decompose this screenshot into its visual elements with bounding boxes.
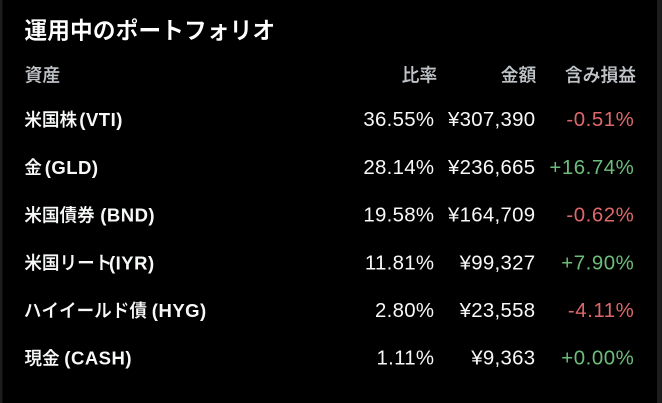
svg-text:+0.00%: +0.00%	[561, 348, 634, 370]
svg-text:-4.11%: -4.11%	[568, 300, 634, 322]
svg-text:(GLD): (GLD)	[45, 157, 99, 178]
svg-text:(BND): (BND)	[100, 205, 155, 226]
svg-text:2.80%: 2.80%	[375, 300, 434, 322]
svg-text:(HYG): (HYG)	[152, 300, 207, 321]
svg-text:36.55%: 36.55%	[363, 109, 434, 131]
svg-text:(CASH): (CASH)	[64, 348, 132, 369]
svg-text:-0.62%: -0.62%	[566, 205, 634, 227]
svg-text:19.58%: 19.58%	[363, 205, 434, 227]
svg-text:28.14%: 28.14%	[363, 157, 434, 179]
svg-text:(VTI): (VTI)	[79, 109, 123, 130]
svg-text:+16.74%: +16.74%	[549, 157, 634, 179]
svg-text:¥307,390: ¥307,390	[447, 109, 535, 131]
svg-text:¥236,665: ¥236,665	[447, 157, 535, 179]
svg-text:+7.90%: +7.90%	[561, 252, 634, 274]
svg-text:11.81%: 11.81%	[365, 252, 434, 274]
svg-text:-0.51%: -0.51%	[566, 109, 634, 131]
svg-text:¥99,327: ¥99,327	[459, 252, 536, 274]
svg-text:¥164,709: ¥164,709	[447, 205, 535, 227]
svg-text:1.11%: 1.11%	[376, 348, 434, 370]
svg-text:¥23,558: ¥23,558	[459, 300, 536, 322]
svg-text:¥9,363: ¥9,363	[470, 348, 535, 370]
svg-text:(IYR): (IYR)	[109, 252, 155, 273]
